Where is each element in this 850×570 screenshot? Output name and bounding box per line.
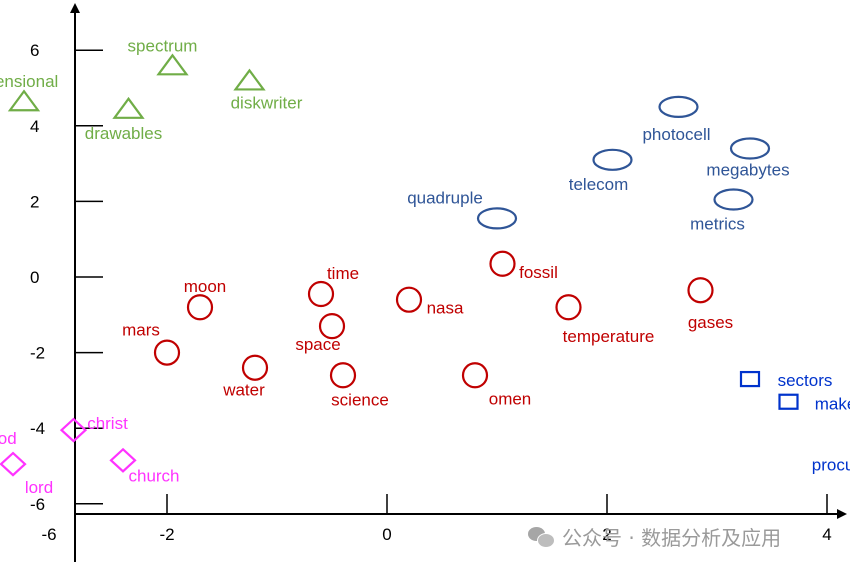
marker-photocell [658, 95, 699, 119]
marker-gases [687, 277, 714, 304]
marker-diskwriter [233, 68, 266, 91]
x-tick-label: -6 [41, 525, 56, 544]
marker-megabytes [729, 137, 771, 160]
marker-moon [186, 294, 214, 321]
label-nasa: nasa [427, 299, 464, 318]
marker-science [329, 362, 357, 389]
label-spectrum: spectrum [128, 36, 198, 55]
wechat-icon [528, 526, 555, 548]
y-tick-label: 2 [30, 192, 39, 211]
marker-multidimensional [7, 89, 41, 112]
marker-church [109, 447, 137, 473]
label-time: time [327, 264, 359, 283]
label-water: water [222, 381, 265, 400]
marker-drawables [112, 96, 145, 119]
marker-quadruple [476, 207, 518, 230]
label-omen: omen [489, 389, 532, 408]
marker-make [778, 393, 799, 410]
label-gases: gases [688, 313, 733, 332]
label-space: space [295, 335, 340, 354]
marker-spectrum [156, 53, 189, 76]
marker-time [307, 280, 335, 308]
marker-metrics [713, 188, 754, 211]
y-tick-label: -2 [30, 344, 45, 363]
marker-telecom [592, 148, 633, 171]
label-god: god [0, 429, 17, 448]
x-tick-label: 4 [822, 525, 831, 544]
label-church: church [128, 466, 179, 485]
label-metrics: metrics [690, 215, 745, 234]
data-labels: spectrum diskwriter multidimensional drawab… [0, 36, 850, 497]
y-tick-label: -6 [30, 495, 45, 514]
marker-mars [153, 339, 181, 366]
marker-sectors [739, 370, 761, 388]
label-mars: mars [122, 321, 160, 340]
y-tick-label: 0 [30, 268, 39, 287]
label-moon: moon [184, 277, 227, 296]
y-tick-label: 6 [30, 41, 39, 60]
label-drawables: drawables [85, 124, 163, 143]
label-megabytes: megabytes [706, 160, 789, 179]
x-tick-label: 2 [602, 525, 611, 544]
label-science: science [331, 390, 389, 409]
watermark-text: 公众号 · 数据分析及应用 [562, 526, 782, 550]
x-tick-label: -2 [159, 525, 174, 544]
label-fossil: fossil [519, 263, 558, 282]
marker-nasa [395, 286, 423, 313]
marker-space [318, 313, 346, 340]
label-procurement: procurement [812, 455, 850, 474]
label-telecom: telecom [569, 175, 629, 194]
marker-christ [59, 417, 88, 443]
label-sectors: sectors [778, 371, 833, 390]
marker-temperature [555, 294, 582, 321]
watermark: 公众号 · 数据分析及应用 [528, 522, 781, 551]
marker-omen [461, 362, 489, 389]
marker-lord [0, 451, 27, 477]
label-christ: christ [87, 414, 128, 433]
label-quadruple: quadruple [407, 188, 483, 207]
y-axis-ticks: -6 -4 -2 0 2 4 6 [30, 41, 103, 514]
y-tick-label: 4 [30, 117, 39, 136]
label-photocell: photocell [642, 125, 710, 144]
label-make: make [815, 395, 850, 414]
data-markers [0, 53, 799, 477]
label-multidimensional: multidimensional [0, 72, 58, 91]
marker-water [241, 354, 269, 381]
label-lord: lord [25, 478, 53, 497]
label-temperature: temperature [563, 327, 655, 346]
y-tick-label: -4 [30, 419, 45, 438]
x-tick-label: 0 [382, 525, 391, 544]
label-diskwriter: diskwriter [231, 93, 303, 112]
marker-fossil [489, 250, 516, 277]
